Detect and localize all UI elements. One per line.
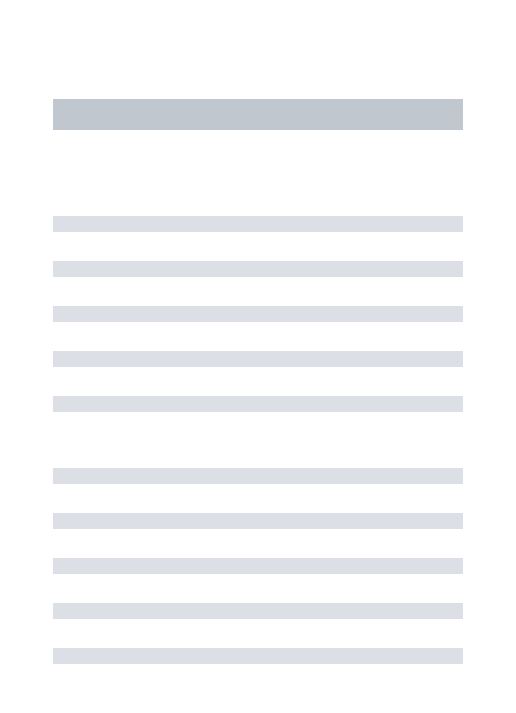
placeholder-line xyxy=(53,261,463,277)
placeholder-line xyxy=(53,558,463,574)
placeholder-line xyxy=(53,351,463,367)
placeholder-line xyxy=(53,396,463,412)
placeholder-line xyxy=(53,603,463,619)
title-placeholder-bar xyxy=(53,99,463,130)
placeholder-line xyxy=(53,468,463,484)
placeholder-line xyxy=(53,648,463,664)
placeholder-line xyxy=(53,216,463,232)
placeholder-line xyxy=(53,306,463,322)
placeholder-line xyxy=(53,513,463,529)
